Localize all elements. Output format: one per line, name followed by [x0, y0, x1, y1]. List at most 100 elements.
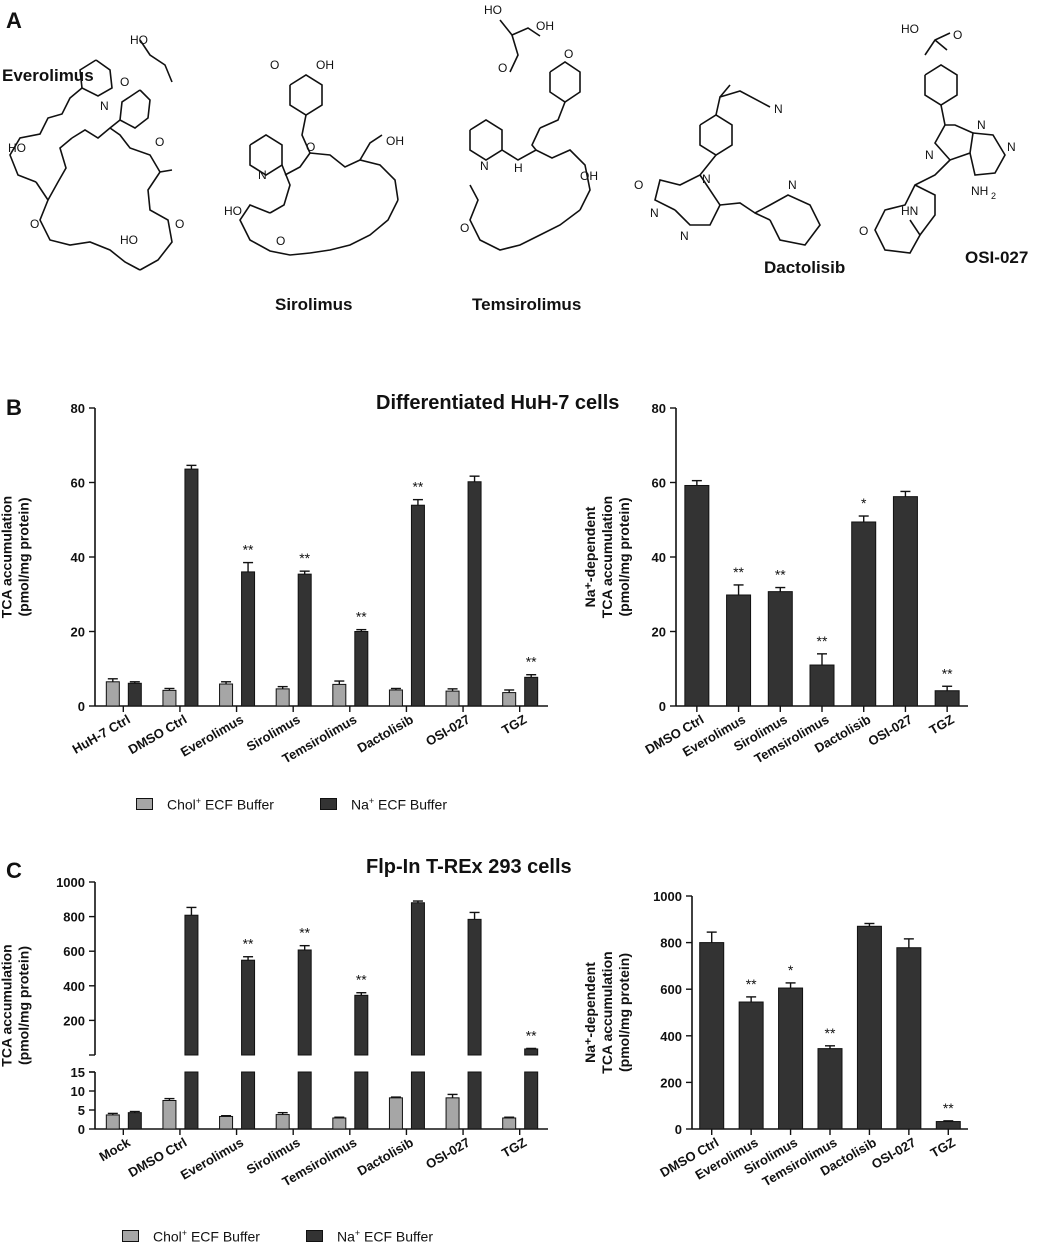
legend-label-chol: Chol+ ECF Buffer — [167, 796, 274, 813]
svg-text:O: O — [276, 234, 285, 248]
svg-text:O: O — [498, 61, 507, 75]
legend-b: Chol+ ECF Buffer Na+ ECF Buffer — [136, 796, 493, 813]
b-left-bar-na-huh-7-ctrl — [127, 682, 142, 707]
b-right-significance-temsirolimus: ** — [817, 633, 828, 649]
molecule-label-dactolisib: Dactolisib — [764, 258, 846, 277]
svg-text:NH: NH — [971, 184, 988, 198]
svg-text:N: N — [680, 229, 689, 243]
c-left-bar-chol-dactolisib — [388, 1097, 403, 1130]
c-right-significance-temsirolimus: ** — [825, 1025, 836, 1041]
b-left-category-label-huh-7-ctrl: HuH-7 Ctrl — [70, 712, 133, 757]
c-left-bar-na-dmso-ctrl-lower — [184, 1071, 199, 1130]
svg-text:O: O — [306, 140, 315, 154]
legend-label-na: Na+ ECF Buffer — [336, 1228, 434, 1245]
svg-text:N: N — [774, 102, 783, 116]
c-right-y-tick-label: 1000 — [653, 889, 682, 904]
c-left-category-label-osi-027: OSI-027 — [423, 1135, 472, 1172]
svg-text:N: N — [100, 99, 109, 113]
c-left-bar-na-temsirolimus — [354, 994, 369, 1056]
legend-label-na: Na+ ECF Buffer — [350, 796, 448, 813]
c-left-bar-chol-everolimus — [219, 1115, 234, 1130]
everolimus-structure: HO O N HO O HO O O — [8, 33, 184, 271]
b-left-bar-na-osi-027 — [467, 481, 482, 707]
c-left-category-label-dactolisib: Dactolisib — [355, 1135, 416, 1179]
svg-text:HO: HO — [130, 33, 148, 47]
c-right-y-axis-label: TCA accumulation — [599, 951, 615, 1073]
c-left-bar-na-dmso-ctrl — [184, 914, 199, 1056]
svg-text:N: N — [258, 168, 267, 182]
c-right-y-tick-label: 800 — [660, 936, 682, 951]
c-left-bar-na-temsirolimus-lower — [354, 1071, 369, 1130]
legend-item-na: Na+ ECF Buffer — [319, 796, 448, 813]
b-right-category-label-osi-027: OSI-027 — [865, 712, 914, 749]
c-right-bar-dactolisib — [856, 925, 882, 1130]
b-left-y-tick-label: 80 — [71, 401, 85, 416]
c-right-bar-tgz — [935, 1121, 961, 1130]
b-left-bar-na-everolimus — [241, 571, 256, 707]
c-right-bar-dmso-ctrl — [699, 942, 725, 1130]
svg-text:N: N — [702, 172, 711, 186]
b-right-bar-dactolisib — [851, 521, 877, 707]
b-right-significance-everolimus: ** — [733, 564, 744, 580]
c-right-bar-osi-027 — [896, 947, 922, 1130]
b-right-bar-osi-027 — [892, 496, 918, 707]
svg-text:HO: HO — [120, 233, 138, 247]
legend-swatch-na — [305, 1230, 323, 1243]
svg-text:N: N — [480, 159, 489, 173]
c-right-y-tick-label: 0 — [675, 1122, 682, 1137]
svg-text:N: N — [1007, 140, 1016, 154]
c-left-y-axis-label: TCA accumulation — [0, 944, 15, 1066]
c-left-bar-chol-osi-027 — [445, 1097, 460, 1130]
c-right-significance-everolimus: ** — [746, 976, 757, 992]
b-left-bar-chol-osi-027 — [445, 690, 460, 707]
b-right-bar-dmso-ctrl — [684, 484, 710, 707]
b-left-category-label-dactolisib: Dactolisib — [355, 712, 416, 756]
c-left-bar-chol-mock — [105, 1114, 120, 1130]
c-left-y-tick-label: 1000 — [56, 875, 85, 890]
b-left-bar-chol-sirolimus — [275, 688, 290, 707]
svg-text:O: O — [953, 28, 962, 42]
panel-label-c: C — [6, 858, 22, 883]
b-left-significance-sirolimus: ** — [299, 550, 310, 566]
molecule-label-sirolimus: Sirolimus — [275, 295, 353, 314]
b-left-y-axis-label: (pmol/mg protein) — [16, 498, 32, 617]
b-right-y-axis-label: TCA accumulation — [599, 496, 615, 618]
svg-text:HO: HO — [901, 22, 919, 36]
b-left-significance-tgz: ** — [526, 654, 537, 670]
svg-text:O: O — [270, 58, 279, 72]
legend-swatch-chol — [136, 798, 153, 811]
b-left-category-label-osi-027: OSI-027 — [423, 712, 472, 749]
c-left-bar-na-everolimus — [241, 959, 256, 1056]
b-right-bar-everolimus — [726, 594, 752, 707]
molecule-label-temsirolimus: Temsirolimus — [472, 295, 582, 314]
c-left-y-tick-label: 400 — [63, 979, 85, 994]
svg-text:HN: HN — [901, 204, 918, 218]
b-left-bar-chol-tgz — [502, 692, 517, 707]
panel-label-b: B — [6, 395, 22, 420]
b-left-bar-chol-dmso-ctrl — [162, 689, 177, 707]
legend-item-chol: Chol+ ECF Buffer — [122, 1228, 260, 1245]
svg-text:N: N — [925, 148, 934, 162]
c-left-bar-na-everolimus-lower — [241, 1071, 256, 1130]
b-right-y-tick-label: 60 — [652, 476, 666, 491]
b-left-bar-chol-everolimus — [219, 683, 234, 707]
svg-text:O: O — [634, 178, 643, 192]
c-left-significance-everolimus: ** — [243, 936, 254, 952]
b-left-significance-everolimus: ** — [243, 542, 254, 558]
legend-swatch-chol — [122, 1230, 139, 1243]
svg-text:H: H — [514, 161, 523, 175]
b-left-y-tick-label: 40 — [71, 550, 85, 565]
b-left-bar-na-dmso-ctrl — [184, 468, 199, 707]
c-right-y-tick-label: 200 — [660, 1075, 682, 1090]
svg-text:O: O — [30, 217, 39, 231]
c-left-bar-chol-temsirolimus — [332, 1117, 347, 1130]
c-left-significance-tgz: ** — [526, 1027, 537, 1043]
c-right-y-tick-label: 600 — [660, 982, 682, 997]
svg-text:HO: HO — [484, 3, 502, 17]
chart-title-c: Flp-In T-REx 293 cells — [366, 856, 572, 878]
c-right-y-tick-label: 400 — [660, 1029, 682, 1044]
c-left-y-axis-label: (pmol/mg protein) — [16, 946, 32, 1065]
b-right-category-label-tgz: TGZ — [927, 712, 957, 738]
c-right-bar-temsirolimus — [817, 1048, 843, 1130]
